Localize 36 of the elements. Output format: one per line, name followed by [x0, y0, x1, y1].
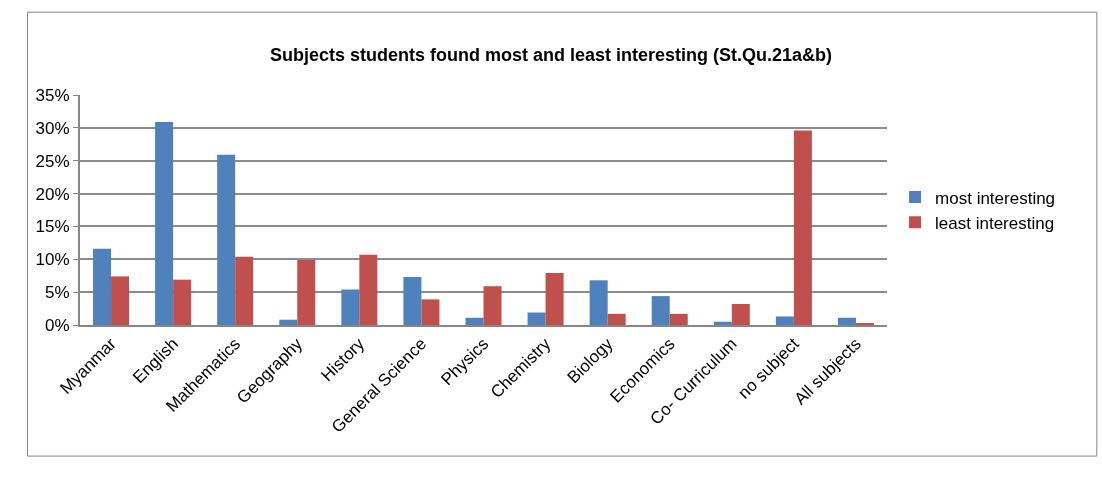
bar [527, 312, 546, 325]
bar [297, 259, 316, 325]
y-tick-label: 25% [35, 151, 70, 171]
bar [235, 256, 254, 325]
bar [483, 286, 502, 325]
bar [403, 277, 422, 325]
bar [341, 289, 360, 325]
bar [651, 296, 670, 325]
y-tick-label: 5% [45, 283, 70, 303]
y-tick-label: 35% [35, 85, 70, 105]
bar [589, 280, 608, 325]
bar [465, 317, 484, 325]
bar [93, 248, 112, 325]
y-tick-label: 20% [35, 184, 70, 204]
bar [713, 321, 732, 325]
bar [111, 276, 130, 325]
chart-title: Subjects students found most and least interesting (St.Qu.21a&b) [269, 45, 833, 66]
y-tick-label: 10% [35, 250, 70, 270]
bar [731, 303, 750, 325]
bar [669, 313, 688, 325]
legend-label: most interesting [935, 188, 1056, 208]
legend-label: least interesting [935, 213, 1055, 233]
bar [607, 313, 626, 325]
bar [793, 130, 812, 325]
bar [837, 317, 856, 325]
bar [775, 316, 794, 325]
bar [155, 121, 174, 325]
bar [545, 273, 564, 325]
y-tick-label: 0% [45, 315, 70, 335]
bar [359, 254, 378, 325]
bar [217, 154, 236, 325]
y-tick-label: 30% [35, 118, 70, 138]
bar [173, 279, 192, 325]
bar [421, 299, 440, 325]
y-tick-label: 15% [35, 217, 70, 237]
bar [279, 319, 298, 325]
